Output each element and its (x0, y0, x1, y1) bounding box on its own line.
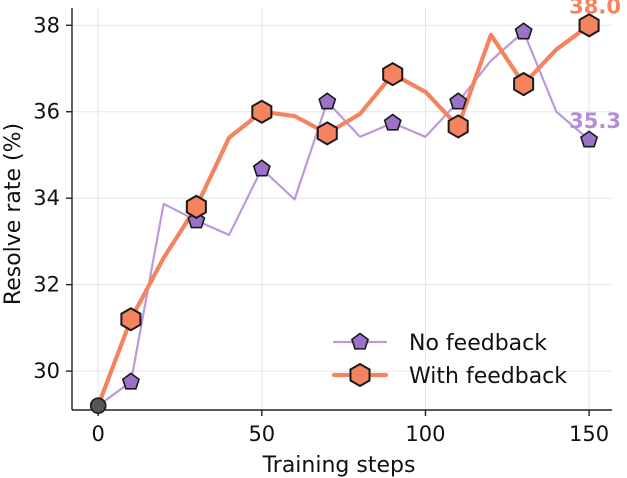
hexagon-marker (349, 362, 371, 388)
end-value-label: 38.0 (569, 0, 621, 18)
hexagon-marker (447, 114, 469, 139)
hexagon-marker (185, 194, 207, 219)
x-tick-label: 100 (405, 422, 445, 446)
hexagon-marker (316, 121, 338, 146)
legend-label: With feedback (409, 364, 567, 389)
series-layer (89, 13, 600, 414)
start-point-marker (89, 397, 107, 414)
pentagon-marker (580, 130, 599, 148)
hexagon-marker (382, 61, 404, 87)
legend-label: No feedback (409, 331, 547, 356)
y-tick-label: 38 (33, 13, 60, 37)
pentagon-marker (350, 332, 370, 350)
hexagon-marker (513, 71, 535, 97)
y-tick-label: 36 (33, 100, 60, 124)
hexagon-marker (578, 13, 600, 38)
y-axis-label: Resolve rate (%) (1, 123, 26, 305)
axes: 0 50 100 150 30 32 34 36 38 Training steps Resolve… (1, 8, 612, 478)
labels-layer: 35.3 38.0 (569, 0, 621, 133)
pentagon-marker (514, 22, 533, 40)
x-tick-label: 50 (248, 422, 275, 446)
hexagon-marker (120, 307, 142, 332)
y-tick-label: 34 (33, 186, 60, 210)
pentagon-marker (449, 92, 468, 110)
x-axis-label: Training steps (262, 453, 416, 478)
pentagon-marker (318, 92, 337, 110)
x-tick-label: 0 (91, 422, 104, 446)
legend: No feedback With feedback (331, 331, 567, 389)
hexagon-marker (251, 99, 273, 124)
series-line-2 (96, 23, 592, 408)
pentagon-marker (121, 372, 140, 390)
pentagon-marker (252, 159, 271, 177)
pentagon-marker (383, 113, 402, 131)
end-value-label: 35.3 (569, 109, 621, 133)
y-tick-label: 30 (33, 359, 60, 383)
series-line-1 (97, 30, 591, 407)
y-tick-label: 32 (33, 273, 60, 297)
x-tick-label: 150 (569, 422, 609, 446)
